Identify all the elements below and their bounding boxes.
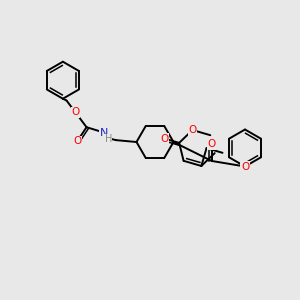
Text: H: H [104, 134, 112, 144]
Text: O: O [71, 107, 80, 117]
Text: O: O [73, 136, 81, 146]
Text: O: O [160, 134, 168, 143]
Text: O: O [241, 161, 249, 172]
Text: O: O [188, 125, 196, 135]
Text: N: N [100, 128, 108, 138]
Text: O: O [208, 139, 216, 149]
